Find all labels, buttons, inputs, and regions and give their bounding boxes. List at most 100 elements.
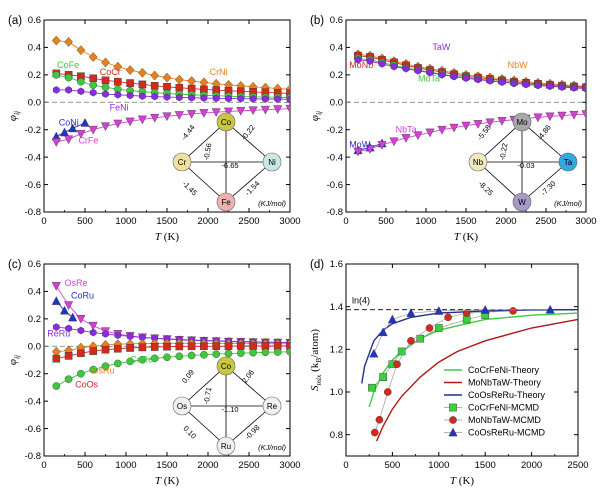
x-axis-label: T (K) — [155, 475, 179, 487]
data-point — [114, 331, 122, 340]
data-point — [426, 68, 434, 77]
inset-node — [172, 152, 192, 172]
inset-node — [216, 436, 236, 456]
data-point — [389, 137, 399, 147]
series-label: CoFe — [57, 60, 79, 70]
data-point — [375, 415, 384, 424]
legend-entry: MoNbTaW-Theory — [468, 378, 541, 388]
series-label: TaW — [432, 42, 451, 52]
x-tick-label: 1000 — [115, 460, 136, 471]
data-point — [163, 342, 171, 351]
data-point — [51, 35, 61, 46]
inset-edge — [181, 405, 227, 447]
data-point — [522, 80, 530, 89]
inset-node — [262, 396, 282, 416]
legend-entry: MoNbTaW-MCMD — [468, 415, 541, 425]
data-point — [274, 95, 282, 103]
series-CoCrFeNi-MCMD — [368, 311, 490, 392]
data-point — [406, 308, 416, 317]
legend-entry: CoCrFeNi-Theory — [468, 365, 540, 375]
data-point — [76, 130, 86, 139]
inset-edge — [225, 405, 273, 447]
data-point — [77, 326, 85, 335]
inset-node — [262, 152, 282, 172]
data-point — [163, 82, 171, 91]
panel-label: (c) — [8, 259, 22, 271]
data-point — [77, 349, 85, 357]
series-label: CoRe — [130, 355, 153, 365]
x-tick-label: 2500 — [535, 216, 556, 227]
data-point — [383, 388, 392, 396]
data-point — [77, 77, 85, 86]
data-point — [139, 92, 146, 100]
x-tick-label: 2500 — [567, 460, 588, 471]
data-point — [113, 61, 123, 72]
data-point — [150, 82, 159, 90]
series-CoOs — [52, 342, 290, 363]
data-point — [370, 428, 379, 437]
data-point — [545, 304, 555, 314]
panel-d: 0 500 1000 1500 2000 2500 0.8 1.0 1.2 1.4 1.6 T (K)… — [309, 259, 589, 487]
data-point — [64, 37, 73, 47]
inset-edge — [521, 161, 569, 203]
data-point — [200, 94, 208, 102]
x-tick-label: 0 — [343, 216, 348, 227]
data-point — [126, 91, 134, 100]
series-CrNi — [51, 35, 290, 95]
data-point — [101, 76, 110, 85]
inset-edge-label: -1.10 — [221, 405, 238, 414]
data-point — [262, 95, 269, 103]
data-point — [51, 296, 61, 305]
x-tick-label: 1500 — [475, 460, 496, 471]
series-label: CrNi — [210, 67, 228, 77]
data-point — [126, 79, 134, 87]
x-tick-label: 0 — [41, 460, 46, 471]
data-point — [354, 55, 362, 64]
panel-label: (d) — [310, 259, 324, 271]
data-point — [480, 305, 490, 314]
y-axis-label-text: φij — [7, 355, 21, 365]
data-point — [113, 77, 122, 86]
inset-unit: (KJ/mol) — [554, 199, 582, 208]
y-tick-label: -0.8 — [327, 207, 343, 218]
legend-marker — [449, 416, 457, 424]
data-point — [378, 60, 386, 68]
y-tick-label: -0.6 — [25, 424, 41, 435]
data-point — [569, 110, 579, 120]
series-label: MoNb — [349, 60, 373, 70]
data-point — [434, 306, 444, 315]
series-CoRe — [52, 347, 290, 390]
data-point — [533, 113, 543, 123]
data-point — [113, 344, 122, 353]
data-point — [570, 84, 578, 92]
inset-node — [512, 192, 532, 212]
x-tick-label: 500 — [77, 460, 93, 471]
inset-edge — [181, 365, 227, 407]
panel-label: (b) — [310, 15, 324, 27]
data-point — [80, 118, 90, 127]
y-tick-label: 1.4 — [330, 302, 343, 313]
inset-edge — [477, 121, 523, 163]
data-point — [425, 324, 434, 332]
inset-edge-label: -0.71 — [202, 386, 214, 404]
data-point — [212, 342, 221, 350]
series-CoNi — [51, 118, 90, 141]
data-point — [187, 351, 196, 360]
data-point — [378, 327, 388, 337]
y-tick-label: -0.4 — [25, 152, 41, 163]
data-point — [89, 328, 97, 337]
y-tick-label: 1.2 — [330, 345, 343, 356]
x-tick-label: 3000 — [575, 216, 596, 227]
plot-area — [44, 282, 290, 390]
data-point — [89, 88, 97, 97]
inset-edge-label: -1.54 — [243, 179, 261, 197]
data-point — [236, 342, 245, 350]
data-point — [150, 113, 160, 123]
series-line — [375, 318, 578, 442]
x-tick-label: 2500 — [238, 216, 259, 227]
legend-entry: CoOsReRu-Theory — [468, 390, 546, 400]
data-point — [138, 67, 147, 78]
legend-entry: CoCrFeNi-MCMD — [468, 403, 539, 413]
data-point — [137, 115, 147, 125]
